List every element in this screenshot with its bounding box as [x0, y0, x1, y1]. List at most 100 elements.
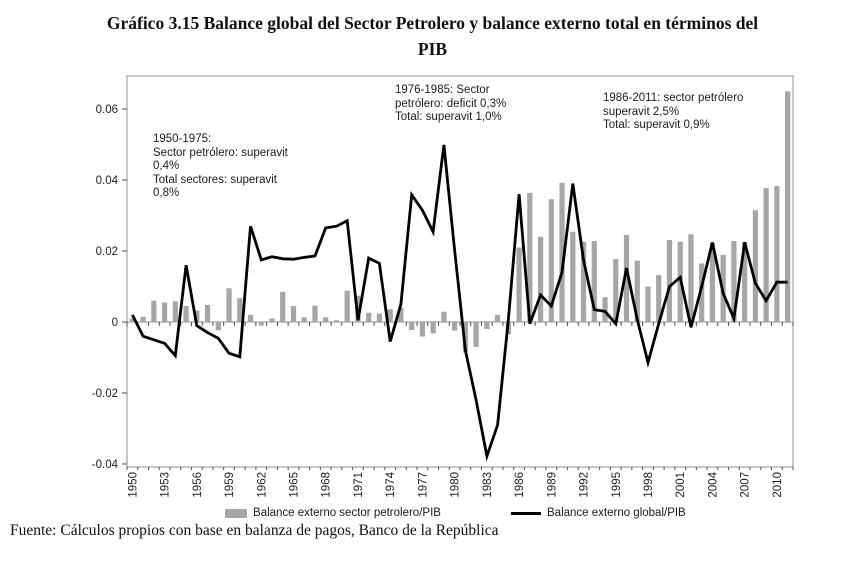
bar	[688, 234, 694, 322]
x-tick-label: 1980	[450, 472, 462, 498]
bar	[290, 306, 297, 322]
bar	[494, 314, 501, 322]
y-axis: 0.06 0.04 0.02 0 -0.02 -0.04	[92, 104, 127, 471]
bar	[323, 317, 329, 322]
bar	[247, 314, 254, 322]
bar	[280, 291, 286, 322]
x-tick-label: 1983	[482, 472, 494, 498]
x-tick-label: 2004	[707, 471, 719, 497]
bar	[752, 210, 759, 322]
line-series	[131, 144, 788, 462]
bar	[537, 236, 544, 322]
bar	[237, 298, 243, 322]
y-tick-label: -0.02	[92, 388, 118, 400]
bar	[591, 241, 597, 322]
bar	[366, 312, 372, 322]
x-tick-label: 1977	[417, 472, 429, 498]
bar	[731, 241, 737, 322]
bar	[613, 259, 619, 322]
bars-series	[129, 91, 791, 353]
bar	[194, 310, 200, 322]
legend-bar-label: Balance externo sector petrolero/PIB	[253, 507, 441, 519]
x-tick-label: 1986	[514, 472, 526, 498]
x-tick-label: 2010	[772, 472, 784, 498]
x-tick-label: 1968	[321, 472, 333, 498]
bar	[376, 313, 383, 322]
bar	[172, 301, 178, 322]
bar	[269, 318, 275, 322]
chart-title: Gráfico 3.15 Balance global del Sector P…	[106, 13, 759, 60]
bar	[623, 235, 630, 322]
bar	[161, 302, 168, 322]
bar	[151, 300, 157, 322]
bar	[226, 288, 232, 322]
bar	[430, 322, 436, 334]
annotation-1976-1985: 1976-1985: Sector petrólero: deficit 0,3…	[395, 84, 507, 124]
y-tick-label: 0.06	[96, 104, 118, 116]
bar	[709, 243, 716, 322]
bar	[140, 316, 146, 322]
x-tick-label: 1992	[579, 472, 591, 498]
bar	[398, 307, 404, 322]
bar	[441, 311, 447, 322]
bar	[570, 231, 576, 322]
bar	[258, 322, 264, 326]
bar	[473, 322, 479, 347]
x-tick-label: 1989	[546, 472, 558, 498]
x-tick-label: 1956	[192, 472, 204, 498]
bar	[580, 241, 587, 322]
bar	[602, 297, 608, 322]
bar	[763, 188, 769, 322]
x-tick-label: 1953	[160, 472, 172, 498]
bar	[312, 305, 318, 322]
y-tick-label: 0	[112, 317, 118, 329]
bar	[129, 318, 135, 322]
bar	[452, 322, 458, 331]
x-tick-label: 2007	[740, 472, 752, 498]
bar	[774, 186, 780, 322]
source-note: Fuente: Cálculos propios con base en bal…	[10, 522, 499, 539]
legend-line-label: Balance externo global/PIB	[547, 507, 686, 519]
x-tick-label: 2001	[675, 472, 687, 498]
line-swatch-icon	[511, 511, 541, 515]
bar	[484, 322, 490, 330]
bar	[742, 241, 748, 322]
bar	[215, 322, 221, 331]
x-axis: 1950 1953 1956 1959 1962 1965 1968 1971 1974 1977…	[126, 322, 794, 498]
bar	[634, 260, 640, 322]
bar	[409, 322, 415, 331]
bar	[548, 199, 554, 322]
bar	[344, 290, 350, 322]
bar	[333, 320, 340, 322]
x-tick-label: 1998	[643, 472, 655, 498]
x-tick-label: 1962	[256, 472, 268, 498]
bar	[387, 309, 393, 322]
y-tick-label: -0.04	[92, 459, 119, 471]
bar	[699, 263, 705, 322]
legend-item-line: Balance externo global/PIB	[511, 505, 686, 521]
bar	[516, 247, 522, 322]
bar	[656, 275, 662, 322]
legend-item-bar: Balance externo sector petrolero/PIB	[225, 505, 441, 521]
x-tick-label: 1995	[611, 472, 623, 498]
bar	[785, 91, 791, 322]
bar	[301, 317, 307, 322]
bar-swatch-icon	[225, 508, 247, 518]
x-tick-label: 1959	[224, 472, 236, 498]
bar	[559, 182, 565, 322]
annotation-1986-2011: 1986-2011: sector petrólero superavit 2,…	[603, 92, 744, 132]
bar	[666, 239, 673, 322]
x-tick-label: 1971	[353, 472, 365, 498]
bar	[204, 304, 211, 322]
x-tick-label: 1974	[385, 471, 397, 497]
annotation-1950-1975: 1950-1975: Sector petrólero: superavit 0…	[153, 133, 288, 200]
bar	[183, 306, 189, 322]
bar	[645, 286, 651, 322]
x-tick-label: 1950	[127, 472, 139, 498]
x-tick-label: 1965	[289, 472, 301, 498]
y-tick-label: 0.02	[96, 246, 118, 258]
y-tick-label: 0.04	[96, 175, 119, 187]
bar	[527, 192, 533, 322]
